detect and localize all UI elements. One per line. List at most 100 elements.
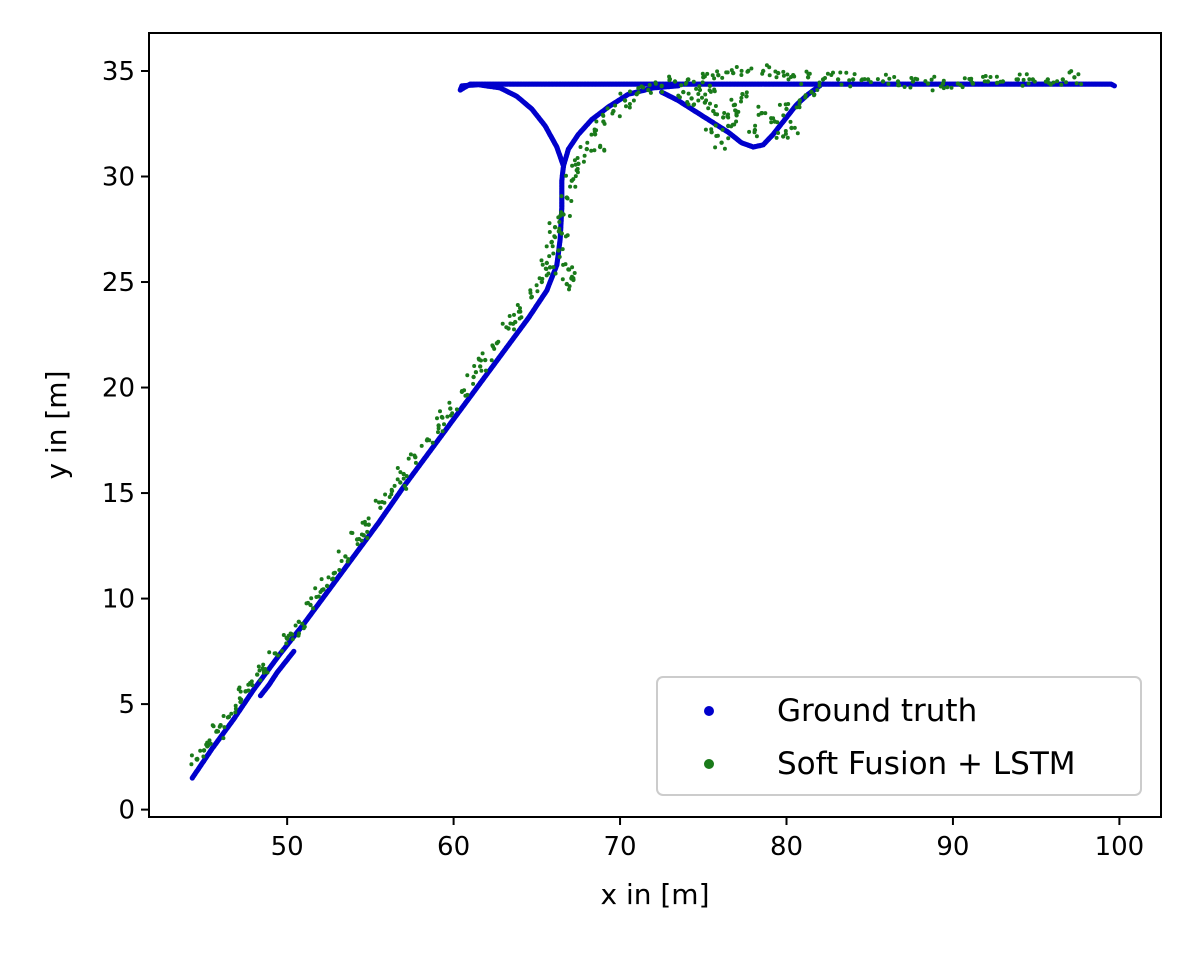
soft-fusion-lstm-point: [518, 306, 522, 311]
soft-fusion-lstm-point: [600, 112, 605, 117]
soft-fusion-lstm-point: [712, 76, 717, 81]
soft-fusion-lstm-point: [775, 120, 780, 125]
soft-fusion-lstm-point: [557, 220, 562, 224]
soft-fusion-lstm-point: [221, 736, 226, 741]
soft-fusion-lstm-point: [817, 80, 822, 85]
ground-truth-point: [291, 648, 297, 654]
soft-fusion-lstm-point: [302, 624, 307, 629]
soft-fusion-lstm-point: [569, 199, 574, 203]
soft-fusion-lstm-point: [795, 131, 800, 136]
soft-fusion-lstm-point: [349, 530, 354, 535]
soft-fusion-lstm-point: [844, 70, 849, 75]
soft-fusion-lstm-point: [404, 486, 409, 491]
soft-fusion-lstm-point: [366, 522, 371, 527]
soft-fusion-lstm-point: [570, 163, 575, 168]
soft-fusion-lstm-point: [539, 279, 544, 285]
soft-fusion-lstm-point: [1060, 77, 1066, 82]
soft-fusion-lstm-point: [236, 687, 241, 692]
soft-fusion-lstm-point: [267, 650, 272, 655]
soft-fusion-lstm-point: [551, 265, 556, 270]
soft-fusion-lstm-point: [739, 73, 744, 77]
soft-fusion-lstm-point: [567, 287, 571, 292]
soft-fusion-lstm-point: [258, 678, 263, 683]
soft-fusion-lstm-point: [892, 75, 897, 79]
soft-fusion-lstm-point: [454, 407, 459, 412]
soft-fusion-lstm-point: [636, 90, 641, 95]
soft-fusion-lstm-point: [624, 104, 628, 109]
soft-fusion-lstm-point: [324, 583, 330, 589]
soft-fusion-lstm-point: [239, 697, 244, 702]
soft-fusion-lstm-point: [233, 703, 238, 708]
soft-fusion-lstm-point: [430, 440, 435, 445]
soft-fusion-lstm-point: [929, 77, 934, 82]
soft-fusion-lstm-point: [760, 71, 765, 76]
soft-fusion-lstm-point: [395, 466, 400, 470]
soft-fusion-lstm-point: [660, 90, 665, 94]
soft-fusion-lstm-point: [734, 112, 739, 116]
soft-fusion-lstm-point: [365, 536, 370, 540]
soft-fusion-lstm-point: [450, 411, 455, 416]
soft-fusion-lstm-point: [628, 89, 632, 94]
soft-fusion-lstm-point: [575, 156, 580, 160]
soft-fusion-lstm-point: [797, 105, 802, 110]
soft-fusion-lstm-point: [304, 601, 309, 606]
soft-fusion-lstm-point: [427, 438, 432, 443]
soft-fusion-lstm-point: [361, 533, 366, 538]
soft-fusion-lstm-point: [653, 81, 658, 86]
soft-fusion-lstm-point: [233, 710, 238, 715]
soft-fusion-lstm-point: [1021, 77, 1026, 82]
soft-fusion-lstm-point: [1027, 77, 1032, 82]
soft-fusion-lstm-point: [739, 68, 744, 73]
soft-fusion-lstm-point: [710, 73, 715, 78]
soft-fusion-lstm-point: [279, 649, 284, 653]
soft-fusion-lstm-point: [823, 76, 827, 80]
soft-fusion-lstm-point: [1024, 72, 1029, 77]
soft-fusion-lstm-point: [706, 106, 711, 111]
soft-fusion-lstm-point: [281, 633, 286, 637]
soft-fusion-lstm-point: [547, 265, 553, 270]
soft-fusion-lstm-point: [438, 409, 442, 414]
soft-fusion-lstm-point: [783, 131, 788, 136]
soft-fusion-lstm-point: [547, 230, 552, 234]
soft-fusion-lstm-point: [1014, 77, 1019, 82]
soft-fusion-lstm-point: [311, 606, 316, 611]
soft-fusion-lstm-point: [724, 70, 729, 75]
soft-fusion-lstm-point: [471, 381, 476, 386]
soft-fusion-lstm-point: [983, 74, 988, 78]
y-tick-label: 35: [102, 57, 135, 87]
soft-fusion-lstm-point: [556, 248, 561, 253]
soft-fusion-lstm-point: [233, 706, 238, 711]
soft-fusion-lstm-point: [265, 670, 270, 675]
soft-fusion-lstm-point: [547, 221, 552, 226]
soft-fusion-lstm-point: [707, 83, 713, 89]
soft-fusion-lstm-point: [756, 104, 761, 109]
x-tick-label: 80: [770, 832, 803, 862]
soft-fusion-lstm-point: [553, 235, 558, 240]
soft-fusion-lstm-point: [672, 79, 678, 84]
soft-fusion-lstm-point: [336, 549, 341, 554]
soft-fusion-lstm-point: [402, 483, 407, 488]
soft-fusion-lstm-point: [507, 314, 512, 318]
soft-fusion-lstm-point: [708, 101, 712, 106]
soft-fusion-lstm-point: [752, 130, 757, 135]
soft-fusion-lstm-point: [731, 103, 736, 108]
soft-fusion-lstm-point: [713, 145, 718, 150]
soft-fusion-lstm-point: [868, 80, 873, 85]
soft-fusion-lstm-point: [756, 112, 761, 117]
soft-fusion-lstm-point: [847, 78, 852, 83]
soft-fusion-lstm-point: [560, 247, 565, 252]
soft-fusion-lstm-point: [392, 483, 397, 488]
soft-fusion-lstm-point: [585, 140, 590, 145]
soft-fusion-lstm-point: [938, 84, 943, 89]
soft-fusion-lstm-point: [792, 125, 797, 130]
soft-fusion-lstm-point: [769, 120, 774, 125]
soft-fusion-lstm-point: [1055, 79, 1060, 84]
soft-fusion-lstm-point: [697, 87, 703, 93]
soft-fusion-lstm-point: [829, 73, 834, 77]
soft-fusion-lstm-point: [627, 102, 632, 106]
soft-fusion-lstm-point: [659, 84, 664, 89]
soft-fusion-lstm-point: [189, 762, 194, 767]
plot-frame: [148, 32, 1162, 818]
soft-fusion-lstm-point: [887, 76, 892, 81]
